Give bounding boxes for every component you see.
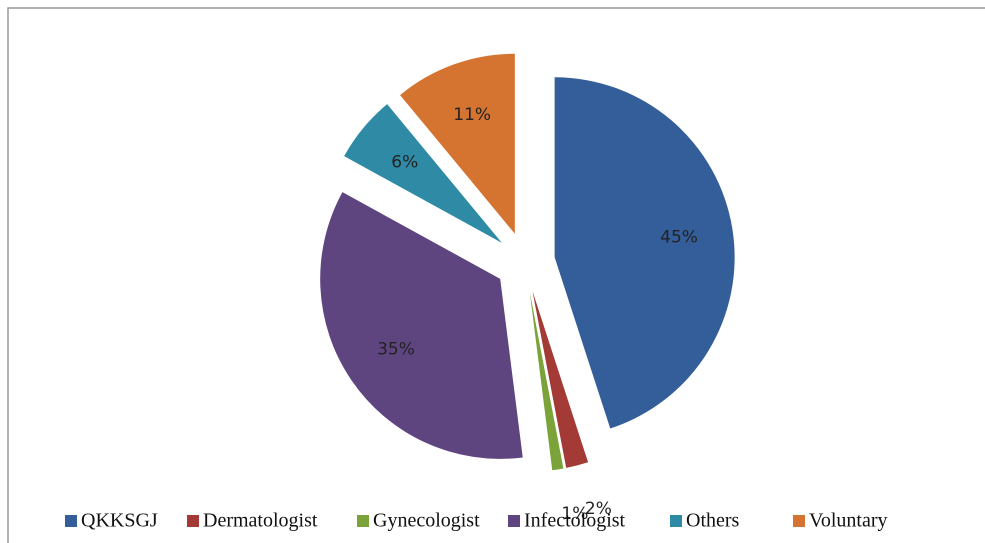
legend-swatch (357, 515, 369, 527)
legend-swatch (65, 515, 77, 527)
legend-swatch (508, 515, 520, 527)
data-label: 35% (377, 340, 415, 360)
pie-slice (320, 192, 523, 459)
data-label: 11% (453, 105, 491, 125)
legend-label: QKKSGJ (81, 510, 158, 532)
pie-slice (344, 104, 502, 243)
legend-label: Voluntary (809, 510, 888, 532)
chart-frame (7, 7, 985, 543)
legend-swatch (793, 515, 805, 527)
legend-label: Gynecologist (373, 510, 480, 532)
data-label: 45% (660, 228, 698, 248)
pie-slice (529, 291, 564, 471)
legend-swatch (187, 515, 199, 527)
legend-label: Infectologist (524, 510, 626, 532)
pie-slice (554, 77, 735, 429)
data-label: 2% (585, 499, 612, 519)
data-label: 6% (391, 153, 418, 173)
legend-label: Others (686, 510, 740, 532)
pie-slice (400, 53, 515, 234)
legend-swatch (670, 515, 682, 527)
pie-slice (532, 291, 589, 468)
data-label: 1% (561, 504, 588, 524)
legend-label: Dermatologist (203, 510, 318, 532)
